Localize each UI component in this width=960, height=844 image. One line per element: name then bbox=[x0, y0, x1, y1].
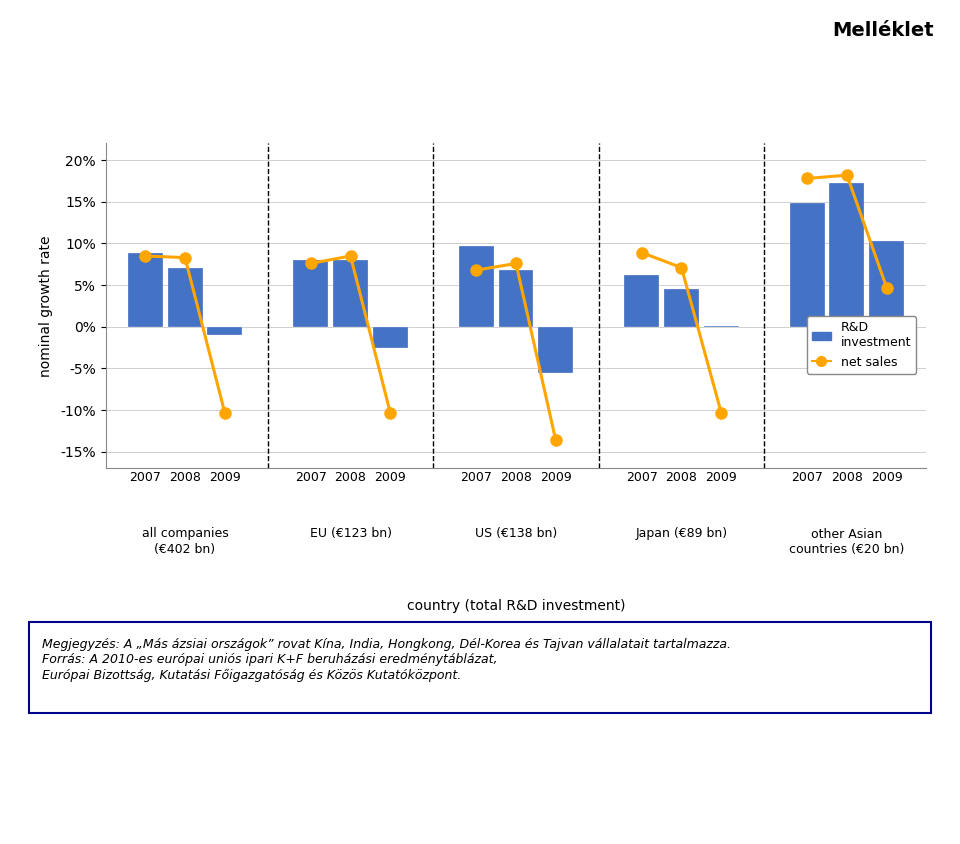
Y-axis label: nominal growth rate: nominal growth rate bbox=[39, 235, 54, 376]
Bar bbox=[207, 327, 242, 335]
Bar bbox=[294, 260, 328, 327]
Text: other Asian
countries (€20 bn): other Asian countries (€20 bn) bbox=[789, 528, 904, 555]
Text: Megjegyzés: A „Más ázsiai országok” rovat Kína, India, Hongkong, Dél-Korea és Ta: Megjegyzés: A „Más ázsiai országok” rova… bbox=[42, 638, 732, 682]
Bar bbox=[664, 289, 699, 327]
Text: 2. ábra: A világ első 50 K+F-vállalatnak rangsorolása összes K+F-
beruházásaik a: 2. ábra: A világ első 50 K+F-vállalatnak… bbox=[149, 763, 811, 803]
Bar bbox=[459, 246, 493, 327]
Bar bbox=[790, 203, 825, 327]
Bar bbox=[624, 275, 660, 327]
Text: Melléklet: Melléklet bbox=[832, 21, 934, 41]
Bar bbox=[539, 327, 573, 372]
Bar bbox=[372, 327, 408, 348]
Text: all companies
(€402 bn): all companies (€402 bn) bbox=[142, 528, 228, 555]
Bar bbox=[333, 260, 368, 327]
Bar bbox=[829, 183, 864, 327]
Text: 1. ábra: A K+F-beruházások és a GDP növekedése az eredménytáblázatban: 1. ábra: A K+F-beruházások és a GDP növe… bbox=[42, 80, 748, 99]
Bar bbox=[869, 241, 904, 327]
Bar bbox=[498, 270, 534, 327]
Legend: R&D
investment, net sales: R&D investment, net sales bbox=[806, 316, 916, 374]
Text: Japan (€89 bn): Japan (€89 bn) bbox=[636, 528, 728, 540]
FancyBboxPatch shape bbox=[29, 622, 931, 713]
Bar bbox=[168, 268, 203, 327]
Text: US (€138 bn): US (€138 bn) bbox=[475, 528, 557, 540]
Bar bbox=[128, 252, 163, 327]
Text: EU (€123 bn): EU (€123 bn) bbox=[309, 528, 392, 540]
Text: country (total R&D investment): country (total R&D investment) bbox=[407, 599, 625, 614]
